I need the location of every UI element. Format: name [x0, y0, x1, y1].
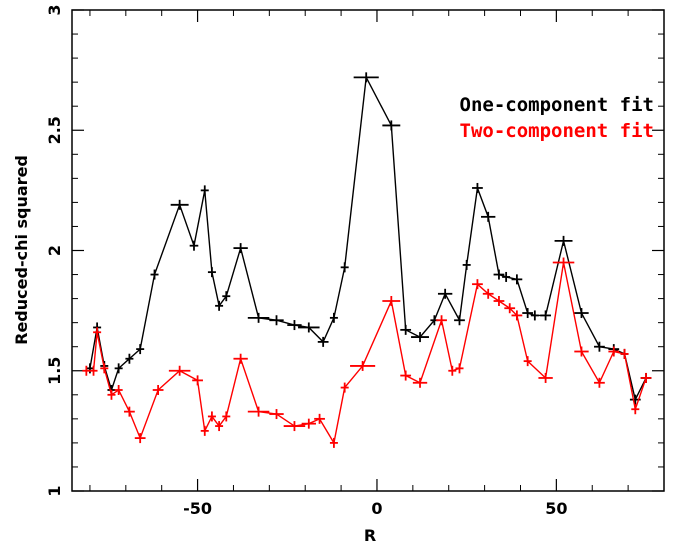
y-tick-label: 2 [45, 245, 64, 256]
data-point [107, 389, 116, 400]
data-point [493, 296, 505, 307]
data-point [233, 353, 248, 364]
data-point [554, 235, 573, 246]
data-point [287, 320, 302, 331]
data-point [472, 279, 483, 290]
data-point [329, 437, 338, 448]
data-point [136, 344, 145, 355]
data-point [329, 312, 338, 323]
data-point [382, 120, 401, 131]
series-one-component [85, 72, 652, 405]
data-point [538, 372, 553, 383]
data-point [314, 413, 325, 424]
data-point [124, 406, 135, 417]
data-point [631, 404, 640, 415]
data-point [493, 269, 505, 280]
data-point [511, 310, 523, 321]
y-tick-label: 3 [45, 4, 64, 15]
data-point [523, 356, 532, 367]
data-point [93, 327, 102, 338]
data-point [481, 211, 496, 222]
data-point [454, 315, 465, 326]
x-tick-label: -50 [183, 499, 212, 518]
data-point [437, 288, 453, 299]
data-point [114, 384, 123, 395]
data-point [200, 185, 209, 196]
data-point [340, 382, 349, 393]
data-point [640, 372, 652, 383]
data-point [522, 308, 534, 319]
data-point [436, 315, 447, 326]
x-axis-label: R [364, 526, 376, 545]
y-axis-label: Reduced-chi squared [12, 155, 31, 345]
data-point [215, 421, 224, 432]
data-point [540, 310, 551, 321]
data-point [353, 72, 379, 83]
data-point [100, 363, 109, 374]
x-tick-label: 0 [371, 499, 382, 518]
data-point [594, 377, 605, 388]
data-point [283, 421, 306, 432]
y-tick-label: 1.5 [45, 357, 64, 385]
data-point [412, 377, 428, 388]
data-point [89, 365, 98, 376]
data-point [502, 271, 511, 282]
data-point [472, 182, 483, 193]
legend-label-two-component: Two-component fit [460, 120, 654, 142]
data-point [455, 363, 464, 374]
data-point [168, 365, 191, 376]
data-point [207, 411, 216, 422]
data-point [552, 257, 575, 268]
data-point [269, 315, 284, 326]
data-point [504, 303, 516, 314]
data-point [511, 274, 523, 285]
series-two-component [82, 257, 652, 448]
data-point [298, 322, 320, 333]
data-point [594, 341, 605, 352]
data-point [114, 363, 123, 374]
data-point [462, 259, 471, 270]
data-point [269, 409, 284, 420]
data-point [192, 375, 203, 386]
data-point [400, 324, 412, 335]
data-point [530, 310, 539, 321]
data-point [340, 262, 349, 273]
data-point [608, 346, 620, 357]
data-point [222, 411, 231, 422]
data-point [134, 433, 146, 444]
data-point [620, 348, 629, 359]
data-point [482, 288, 494, 299]
x-tick-label: 50 [545, 499, 567, 518]
series-line [86, 262, 647, 445]
data-point [170, 199, 189, 210]
data-point [448, 365, 457, 376]
data-point [150, 269, 159, 280]
data-point [215, 300, 224, 311]
legend-label-one-component: One-component fit [460, 94, 654, 116]
data-point [125, 353, 134, 364]
y-tick-label: 2.5 [45, 116, 64, 144]
data-point [200, 425, 209, 436]
data-point [233, 243, 248, 254]
data-point [400, 370, 412, 381]
data-point [382, 296, 401, 307]
axis-ticks: -50 0 50 1 1.5 2 2.5 3 [45, 4, 665, 518]
series-layer [82, 72, 652, 448]
data-point [317, 336, 329, 347]
data-point [207, 267, 216, 278]
data-point [152, 384, 164, 395]
data-point [301, 418, 316, 429]
data-point [574, 308, 589, 319]
data-point [222, 291, 231, 302]
data-point [411, 332, 429, 343]
data-point [574, 346, 589, 357]
y-tick-label: 1 [45, 485, 64, 496]
data-point [350, 360, 376, 371]
data-point [189, 240, 199, 251]
data-point [247, 406, 270, 417]
data-point [247, 312, 270, 323]
data-point [82, 365, 91, 376]
data-point [85, 363, 94, 374]
